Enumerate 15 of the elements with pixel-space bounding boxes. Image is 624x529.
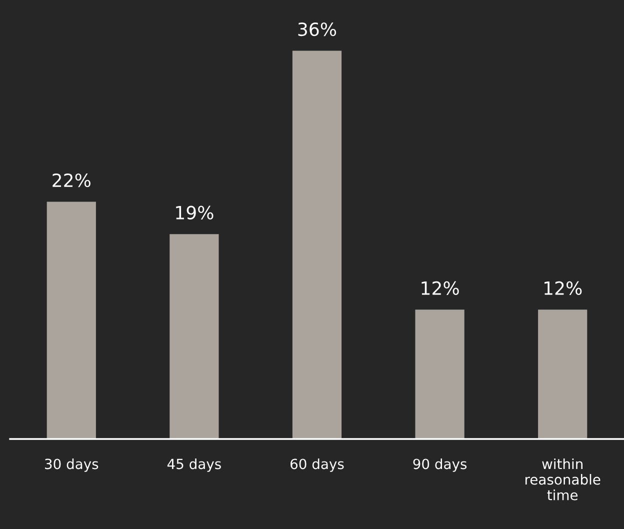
data-label: 19% [176,206,214,220]
x-tick-label: within reasonable time [526,458,600,500]
data-label: 22% [52,173,90,188]
bar [170,234,219,439]
data-label: 12% [544,281,582,295]
bar [292,50,342,439]
x-tick-label: 60 days [290,458,344,472]
bar [538,310,588,439]
x-tick-label: 45 days [167,458,221,472]
data-label: 12% [422,281,459,295]
data-label: 36% [298,22,336,36]
bar [46,202,96,439]
x-tick-label: 90 days [413,458,467,472]
bar [415,310,464,439]
x-tick-label: 30 days [45,458,98,472]
